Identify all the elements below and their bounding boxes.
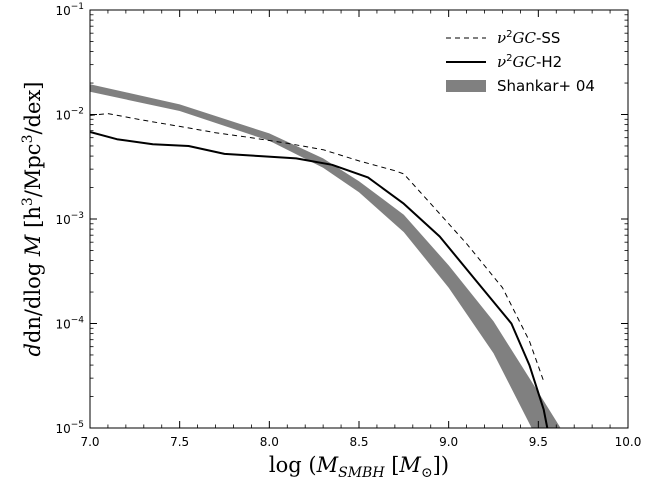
x-tick-label: 7.5 xyxy=(170,435,189,449)
plot-frame xyxy=(89,9,629,429)
y-axis-label: ddn/dlog M [h3/Mpc3/dex] xyxy=(20,82,45,357)
axis-ticks: 7.0 7.5 8.0 8.5 9.0 9.5 10.0 10−5 10−4 10−3 10−2 10… xyxy=(55,2,641,449)
plot-area xyxy=(90,84,561,428)
legend-label-shankar: Shankar+ 04 xyxy=(497,77,595,95)
legend-swatch-shankar xyxy=(446,80,486,92)
y-tick-label: 10−3 xyxy=(55,211,84,227)
legend: ν2GC-SS ν2GC-H2 Shankar+ 04 xyxy=(446,29,595,95)
series-line-h2 xyxy=(90,131,549,428)
legend-label-h2: ν2GC-H2 xyxy=(497,53,562,71)
x-axis-label: log (MSMBH [M⊙]) xyxy=(269,453,449,481)
y-tick-label: 10−1 xyxy=(55,2,84,18)
legend-label-ss: ν2GC-SS xyxy=(497,29,560,47)
x-tick-label: 7.0 xyxy=(80,435,99,449)
y-tick-label: 10−5 xyxy=(55,420,84,436)
x-tick-label: 9.5 xyxy=(529,435,548,449)
x-tick-label: 8.0 xyxy=(260,435,279,449)
y-tick-label: 10−2 xyxy=(55,107,84,123)
x-tick-label: 9.0 xyxy=(439,435,458,449)
x-tick-label: 8.5 xyxy=(349,435,368,449)
x-tick-label: 10.0 xyxy=(615,435,642,449)
series-line-ss xyxy=(90,113,545,382)
y-tick-label: 10−4 xyxy=(55,316,84,332)
